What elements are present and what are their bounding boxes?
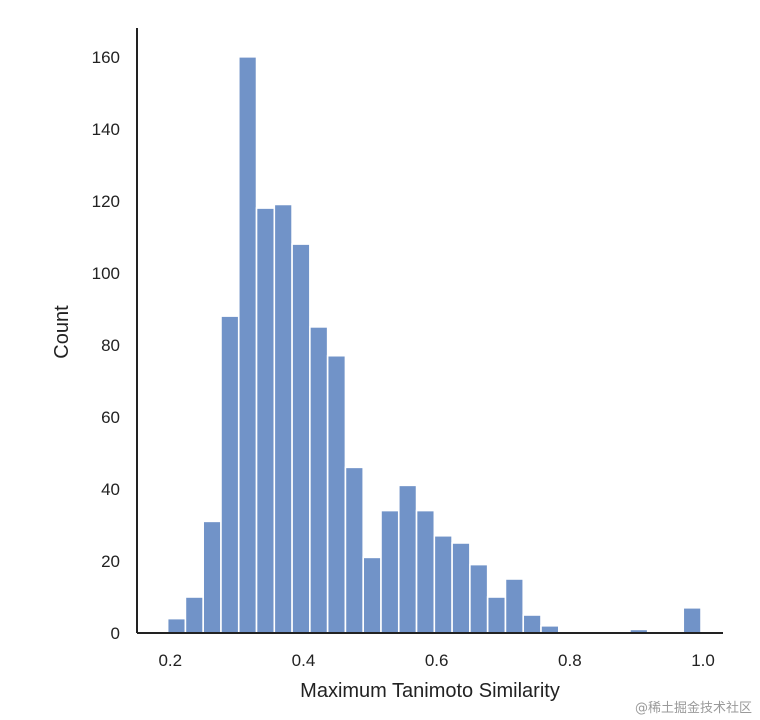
- y-tick-label: 40: [101, 480, 120, 499]
- y-tick-label: 120: [92, 192, 120, 211]
- histogram-bar: [184, 596, 204, 634]
- histogram-bar: [415, 509, 436, 634]
- y-tick-label: 0: [111, 624, 120, 643]
- y-tick-label: 100: [92, 264, 120, 283]
- histogram-bar: [273, 203, 293, 634]
- x-tick-label: 0.4: [292, 651, 316, 670]
- histogram-bar: [202, 520, 222, 634]
- y-tick-label: 160: [92, 48, 120, 67]
- y-tick-label: 80: [101, 336, 120, 355]
- histogram-bar: [237, 56, 258, 634]
- histogram-bar: [380, 509, 400, 634]
- histogram-bar: [291, 243, 311, 634]
- histogram-bar: [166, 617, 187, 634]
- watermark-text: @稀土掘金技术社区: [635, 700, 752, 716]
- histogram-bar: [255, 207, 276, 634]
- y-tick-label: 20: [101, 552, 120, 571]
- histogram-bar: [397, 484, 418, 634]
- y-tick-label: 60: [101, 408, 120, 427]
- histogram-bar: [326, 354, 347, 634]
- histogram-bar: [451, 542, 471, 634]
- histogram-bar: [540, 624, 560, 634]
- x-tick-label: 0.6: [425, 651, 449, 670]
- y-axis-ticks: 0 20 40 60 80 100 120 140 160: [92, 48, 120, 643]
- y-axis-label: Count: [51, 305, 73, 359]
- histogram-bar: [362, 556, 382, 634]
- histogram-bar: [682, 606, 702, 634]
- histogram-bar: [522, 614, 542, 634]
- histogram-bar: [504, 578, 525, 634]
- x-axis-label: Maximum Tanimoto Similarity: [300, 680, 560, 702]
- x-tick-label: 0.2: [158, 651, 182, 670]
- histogram-bar: [309, 326, 329, 634]
- histogram-bar: [486, 596, 507, 634]
- histogram-bar: [344, 466, 365, 634]
- y-tick-label: 140: [92, 120, 120, 139]
- histogram-bar: [220, 315, 240, 634]
- x-tick-label: 1.0: [691, 651, 715, 670]
- bars-group: [166, 56, 702, 634]
- histogram-bar: [469, 563, 489, 634]
- histogram-bar: [433, 534, 453, 634]
- x-tick-label: 0.8: [558, 651, 582, 670]
- x-axis-ticks: 0.2 0.4 0.6 0.8 1.0: [158, 651, 714, 670]
